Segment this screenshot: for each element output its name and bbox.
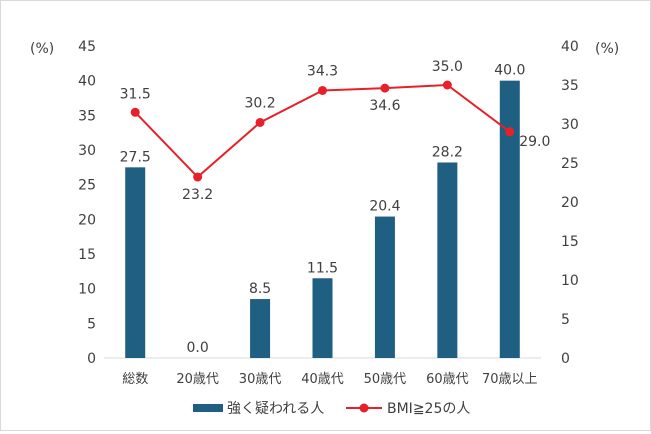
line-series	[130, 80, 515, 182]
bar	[250, 299, 271, 358]
bar-value-label: 27.5	[120, 149, 151, 165]
bar	[125, 167, 146, 358]
line-point	[505, 127, 515, 137]
line-value-label: 23.2	[182, 187, 213, 203]
x-tick-label: 総数	[122, 372, 148, 387]
right-tick-label: 35	[561, 78, 579, 94]
legend: 強く疑われる人 BMI≧25の人	[193, 401, 470, 417]
left-tick-label: 20	[78, 212, 96, 228]
bar	[312, 278, 333, 358]
x-tick-label: 20歳代	[176, 372, 219, 387]
legend-bar-label: 強く疑われる人	[227, 401, 324, 417]
legend-line-marker	[359, 403, 369, 413]
right-tick-label: 25	[561, 156, 579, 172]
bar-value-label: 8.5	[249, 281, 271, 297]
right-tick-label: 30	[561, 117, 579, 133]
line-point	[318, 85, 327, 95]
left-axis: 0 5 10 15 20 25 30 35 40 45 (%)	[30, 39, 96, 367]
right-tick-label: 15	[561, 234, 579, 250]
left-tick-label: 40	[78, 74, 96, 90]
right-tick-label: 20	[561, 195, 579, 211]
right-tick-label: 0	[561, 351, 570, 367]
bar	[374, 216, 395, 358]
bar	[499, 80, 520, 359]
left-tick-label: 10	[78, 282, 96, 298]
x-tick-label: 30歳代	[239, 372, 282, 387]
line-value-label: 34.6	[369, 98, 400, 114]
bar-value-label: 11.5	[307, 260, 338, 276]
left-tick-label: 25	[78, 178, 96, 194]
bar-value-label: 28.2	[432, 144, 463, 160]
right-tick-label: 40	[561, 39, 579, 55]
bar-value-label: 40.0	[494, 63, 525, 79]
left-tick-label: 0	[87, 351, 96, 367]
x-axis: 総数 20歳代 30歳代 40歳代 50歳代 60歳代 70歳以上	[104, 357, 541, 387]
line-point	[442, 80, 452, 90]
left-tick-label: 5	[87, 316, 96, 332]
line-point	[380, 83, 390, 93]
right-axis-unit: (%)	[595, 41, 619, 57]
line-value-label: 29.0	[519, 134, 550, 150]
left-axis-unit: (%)	[30, 41, 54, 57]
line-point	[255, 117, 265, 127]
x-tick-label: 50歳代	[364, 372, 407, 387]
line-point	[130, 107, 140, 117]
x-tick-label: 40歳代	[301, 372, 344, 387]
x-tick-label: 60歳代	[426, 372, 469, 387]
line-value-label: 34.3	[307, 63, 338, 79]
left-tick-label: 30	[78, 143, 96, 159]
bar-series	[125, 80, 520, 359]
line-point	[193, 172, 203, 182]
data-labels: 27.5 0.0 8.5 11.5 20.4 28.2 40.0 31.5 23.2 30.2 34…	[120, 59, 551, 356]
line-value-label: 35.0	[432, 59, 463, 75]
legend-bar-swatch	[193, 404, 223, 412]
bar-value-label: 0.0	[187, 340, 209, 356]
right-axis: 0 5 10 15 20 25 30 35 40 (%)	[561, 39, 619, 367]
x-tick-label: 70歳以上	[482, 372, 538, 387]
left-tick-label: 35	[78, 108, 96, 124]
left-tick-label: 15	[78, 247, 96, 263]
bar	[437, 162, 458, 358]
right-tick-label: 10	[561, 273, 579, 289]
legend-line-label: BMI≧25の人	[387, 401, 470, 417]
line-value-label: 31.5	[120, 86, 151, 102]
line-value-label: 30.2	[244, 95, 275, 111]
left-tick-label: 45	[78, 39, 96, 55]
right-tick-label: 5	[561, 312, 570, 328]
bar-value-label: 20.4	[369, 199, 400, 215]
